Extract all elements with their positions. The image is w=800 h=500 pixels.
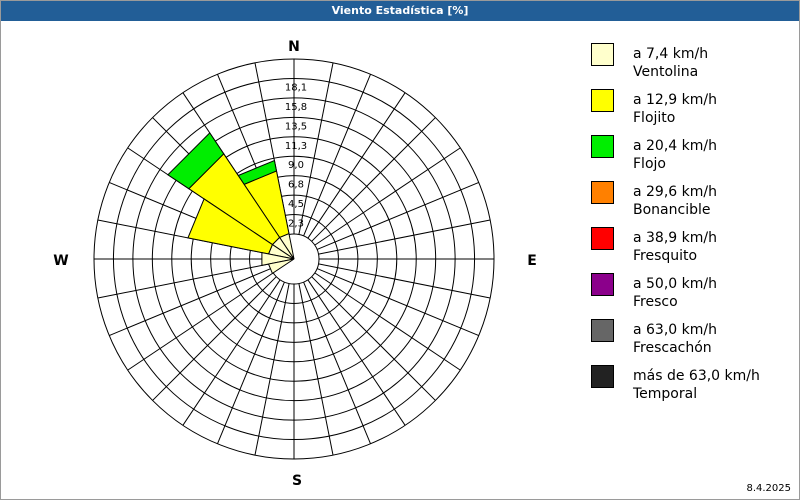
sector-wsw-segment bbox=[267, 258, 295, 275]
legend-beaufort-name: Fresquito bbox=[633, 248, 698, 264]
legend-beaufort-name: Flojo bbox=[633, 156, 666, 172]
legend-speed: a 20,4 km/h bbox=[633, 138, 717, 154]
grid-spoke bbox=[97, 263, 270, 299]
compass-label-w: W bbox=[53, 253, 68, 269]
grid-spoke bbox=[316, 182, 479, 250]
legend-speed: a 38,9 km/h bbox=[633, 230, 717, 246]
grid-spoke bbox=[307, 92, 406, 239]
legend-speed: a 63,0 km/h bbox=[633, 322, 717, 338]
grid-spoke bbox=[314, 147, 461, 246]
legend-swatch bbox=[591, 273, 614, 296]
legend-swatch bbox=[591, 365, 614, 388]
legend-item: a 38,9 km/h Fresquito bbox=[591, 227, 791, 271]
legend-item: a 7,4 km/h Ventolina bbox=[591, 43, 791, 87]
legend-beaufort-name: Fresco bbox=[633, 294, 678, 310]
wind-rose-chart: 2,3 4,5 6,8 9,0 11,3 13,5 15,8 18,1 N E S W bbox=[53, 39, 537, 489]
compass-label-s: S bbox=[292, 473, 302, 489]
radial-tick-label: 15,8 bbox=[285, 102, 307, 113]
legend-beaufort-name: Temporal bbox=[633, 386, 698, 402]
legend-label: a 12,9 km/h Flojito bbox=[633, 91, 717, 127]
legend-beaufort-name: Frescachón bbox=[633, 340, 712, 356]
legend-item: a 20,4 km/h Flojo bbox=[591, 135, 791, 179]
legend-swatch bbox=[591, 227, 614, 250]
window-title: Viento Estadística [%] bbox=[1, 1, 799, 21]
legend-item: a 63,0 km/h Frescachón bbox=[591, 319, 791, 363]
radial-tick-label: 2,3 bbox=[288, 219, 304, 230]
legend-swatch bbox=[591, 135, 614, 158]
grid-spoke bbox=[254, 283, 290, 456]
grid-spoke bbox=[314, 272, 461, 371]
legend-speed: más de 63,0 km/h bbox=[633, 368, 760, 384]
grid-spoke bbox=[298, 62, 334, 235]
legend-item: más de 63,0 km/h Temporal bbox=[591, 365, 791, 409]
radial-tick-label: 11,3 bbox=[285, 141, 307, 152]
compass-label-n: N bbox=[288, 39, 300, 55]
legend-speed: a 7,4 km/h bbox=[633, 46, 709, 62]
compass-label-e: E bbox=[527, 253, 537, 269]
grid-spoke bbox=[152, 276, 277, 401]
legend-label: a 63,0 km/h Frescachón bbox=[633, 321, 717, 357]
footer-date: 8.4.2025 bbox=[746, 483, 791, 494]
grid-spoke bbox=[318, 219, 491, 255]
radial-tick-label: 13,5 bbox=[285, 121, 307, 132]
legend-item: a 50,0 km/h Fresco bbox=[591, 273, 791, 317]
radial-tick-label: 18,1 bbox=[285, 82, 307, 93]
legend-label: más de 63,0 km/h Temporal bbox=[633, 367, 760, 403]
grid-spoke bbox=[318, 263, 491, 299]
legend-label: a 38,9 km/h Fresquito bbox=[633, 229, 717, 265]
grid-spoke bbox=[311, 117, 436, 242]
legend-beaufort-name: Ventolina bbox=[633, 64, 699, 80]
radial-tick-label: 9,0 bbox=[288, 160, 304, 171]
legend-beaufort-name: Bonancible bbox=[633, 202, 711, 218]
legend-speed: a 50,0 km/h bbox=[633, 276, 717, 292]
legend-item: a 29,6 km/h Bonancible bbox=[591, 181, 791, 225]
radial-tick-label: 6,8 bbox=[288, 180, 304, 191]
legend-swatch bbox=[591, 89, 614, 112]
legend-label: a 7,4 km/h Ventolina bbox=[633, 45, 708, 81]
grid-spoke bbox=[298, 283, 334, 456]
grid-spoke bbox=[127, 272, 274, 371]
radial-tick-label: 4,5 bbox=[288, 199, 304, 210]
grid-spoke bbox=[109, 268, 272, 336]
legend-beaufort-name: Flojito bbox=[633, 110, 676, 126]
legend-item: a 12,9 km/h Flojito bbox=[591, 89, 791, 133]
legend-speed: a 29,6 km/h bbox=[633, 184, 717, 200]
legend-label: a 50,0 km/h Fresco bbox=[633, 275, 717, 311]
grid-spoke bbox=[307, 279, 406, 426]
legend-swatch bbox=[591, 181, 614, 204]
legend-label: a 20,4 km/h Flojo bbox=[633, 137, 717, 173]
grid-spoke bbox=[303, 74, 371, 237]
legend-swatch bbox=[591, 43, 614, 66]
grid-spoke bbox=[316, 268, 479, 336]
legend-swatch bbox=[591, 319, 614, 342]
sector-wnw-segment bbox=[187, 198, 274, 255]
legend-speed: a 12,9 km/h bbox=[633, 92, 717, 108]
grid-spoke bbox=[182, 279, 281, 426]
grid-spoke bbox=[303, 281, 371, 444]
grid-spoke bbox=[217, 281, 285, 444]
grid-spoke bbox=[311, 276, 436, 401]
legend-label: a 29,6 km/h Bonancible bbox=[633, 183, 717, 219]
sector-nw-segment bbox=[167, 132, 225, 190]
